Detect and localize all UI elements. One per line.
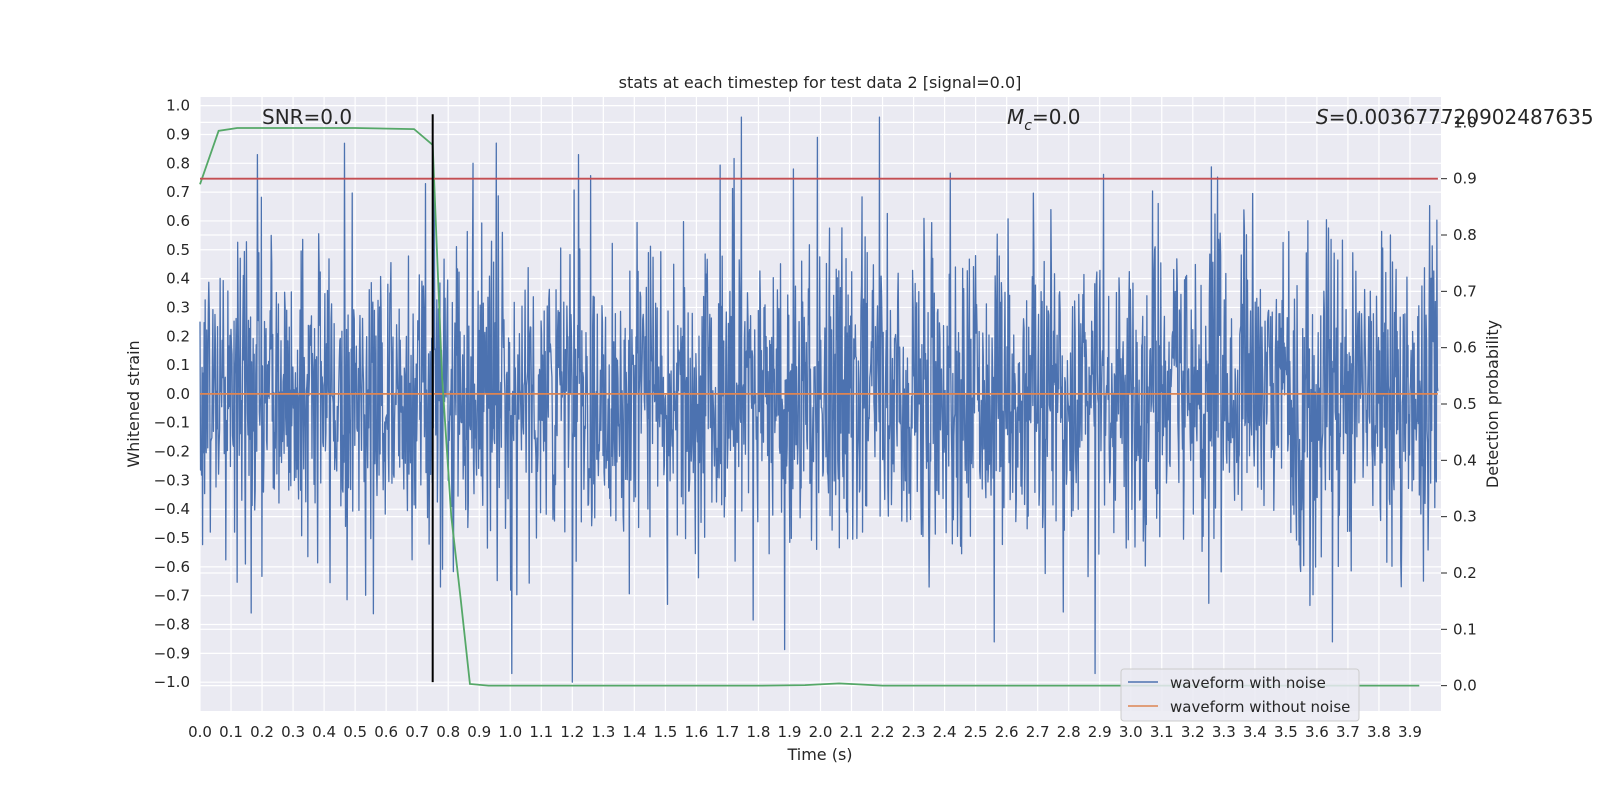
y-tick-label: −1.0 [154, 673, 190, 691]
x-tick-label: 0.3 [281, 723, 305, 741]
x-tick-label: 2.2 [871, 723, 895, 741]
x-tick-label: 2.3 [902, 723, 926, 741]
x-tick-label: 3.1 [1150, 723, 1174, 741]
x-tick-label: 3.6 [1305, 723, 1329, 741]
y-tick-label: −0.1 [154, 414, 190, 432]
s-annotation: S=0.003677720902487635 [1316, 105, 1594, 129]
y-tick-label: −0.5 [154, 529, 190, 547]
x-tick-label: 2.0 [809, 723, 833, 741]
snr-annotation: SNR=0.0 [262, 105, 352, 129]
x-tick-label: 2.6 [995, 723, 1019, 741]
x-tick-label: 3.3 [1212, 723, 1236, 741]
y-tick-label: 0.6 [166, 212, 190, 230]
x-tick-label: 0.1 [219, 723, 243, 741]
x-tick-label: 0.0 [188, 723, 212, 741]
x-tick-label: 1.0 [498, 723, 522, 741]
x-tick-label: 0.6 [374, 723, 398, 741]
x-tick-label: 3.2 [1181, 723, 1205, 741]
legend-label-noise: waveform with noise [1170, 674, 1326, 692]
y-tick-label: 0.5 [166, 241, 190, 259]
chirp-mass-subscript: c [1024, 118, 1032, 134]
y-tick-label: 0.7 [166, 183, 190, 201]
legend-label-clean: waveform without noise [1170, 698, 1350, 716]
y2-tick-label: 0.1 [1453, 620, 1477, 638]
y-tick-label: −0.7 [154, 587, 190, 605]
y2-tick-label: 0.5 [1453, 395, 1477, 413]
x-tick-label: 1.7 [715, 723, 739, 741]
x-tick-labels: 0.0 0.1 0.2 0.3 0.4 0.5 0.6 0.7 0.8 0.9 1.0 1.1 1.2 1… [188, 723, 1422, 741]
x-tick-label: 0.7 [405, 723, 429, 741]
x-tick-label: 2.1 [840, 723, 864, 741]
x-tick-label: 0.9 [467, 723, 491, 741]
y2-tick-label: 0.0 [1453, 677, 1477, 695]
s-symbol: S [1316, 105, 1329, 129]
chirp-mass-annotation: Mc=0.0 [1007, 105, 1081, 134]
y-tick-label: 0.2 [166, 327, 190, 345]
s-value: =0.003677720902487635 [1329, 105, 1594, 129]
chirp-mass-symbol: M [1007, 105, 1024, 129]
y-tick-labels: 1.0 0.9 0.8 0.7 0.6 0.5 0.4 0.3 0.2 0.1 0.0 −0.1 −0.… [154, 97, 190, 692]
series-waveform-with-noise [199, 116, 1439, 683]
y-tick-label: −0.8 [154, 616, 190, 634]
noisy-waveform-series [199, 116, 1439, 683]
x-tick-label: 2.5 [964, 723, 988, 741]
y-tick-label: 1.0 [166, 97, 190, 115]
x-tick-label: 2.9 [1088, 723, 1112, 741]
x-tick-label: 1.8 [747, 723, 771, 741]
y-tick-label: −0.6 [154, 558, 190, 576]
x-tick-label: 1.2 [560, 723, 584, 741]
x-tick-label: 1.4 [622, 723, 646, 741]
x-tick-label: 3.9 [1398, 723, 1422, 741]
x-tick-label: 3.0 [1119, 723, 1143, 741]
x-axis-label: Time (s) [786, 745, 852, 764]
chirp-mass-value: =0.0 [1032, 105, 1081, 129]
y-tick-label: 0.8 [166, 154, 190, 172]
y-tick-label: 0.0 [166, 385, 190, 403]
x-tick-label: 2.8 [1057, 723, 1081, 741]
y2-tick-label: 0.4 [1453, 451, 1477, 469]
y-tick-label: −0.2 [154, 443, 190, 461]
x-tick-label: 2.7 [1026, 723, 1050, 741]
y-tick-label: 0.3 [166, 298, 190, 316]
y-tick-label: 0.9 [166, 125, 190, 143]
y-tick-label: 0.4 [166, 270, 190, 288]
y2-tick-label: 0.9 [1453, 170, 1477, 188]
y2-tick-label: 0.6 [1453, 339, 1477, 357]
x-tick-label: 0.5 [343, 723, 367, 741]
y2-tick-label: 1.0 [1453, 113, 1477, 131]
y2-axis-label: Detection probability [1483, 320, 1502, 488]
x-tick-label: 3.7 [1336, 723, 1360, 741]
chart-title: stats at each timestep for test data 2 [… [619, 73, 1022, 92]
y2-tick-label: 0.3 [1453, 508, 1477, 526]
x-tick-label: 1.5 [653, 723, 677, 741]
x-tick-label: 3.5 [1274, 723, 1298, 741]
x-tick-label: 3.4 [1243, 723, 1267, 741]
x-tick-label: 2.4 [933, 723, 957, 741]
y2-tick-label: 0.8 [1453, 226, 1477, 244]
y-tick-label: −0.3 [154, 471, 190, 489]
y-tick-label: −0.9 [154, 644, 190, 662]
series-lines [199, 114, 1438, 687]
x-tick-label: 1.1 [529, 723, 553, 741]
y2-tick-label: 0.2 [1453, 564, 1477, 582]
y-tick-label: 0.1 [166, 356, 190, 374]
series-detection-probability [199, 127, 1420, 687]
x-tick-label: 0.4 [312, 723, 336, 741]
x-tick-label: 0.8 [436, 723, 460, 741]
x-tick-label: 3.8 [1367, 723, 1391, 741]
x-tick-label: 1.3 [591, 723, 615, 741]
legend: waveform with noise waveform without noi… [1120, 668, 1360, 722]
x-tick-label: 0.2 [250, 723, 274, 741]
x-tick-label: 1.6 [684, 723, 708, 741]
legend-box [1120, 668, 1360, 722]
y2-tick-label: 0.7 [1453, 282, 1477, 300]
y-axis-label: Whitened strain [124, 340, 143, 467]
x-tick-label: 1.9 [778, 723, 802, 741]
y2-tick-labels: 1.0 0.9 0.8 0.7 0.6 0.5 0.4 0.3 0.2 0.1 0.0 [1441, 113, 1477, 695]
y-tick-label: −0.4 [154, 500, 190, 518]
